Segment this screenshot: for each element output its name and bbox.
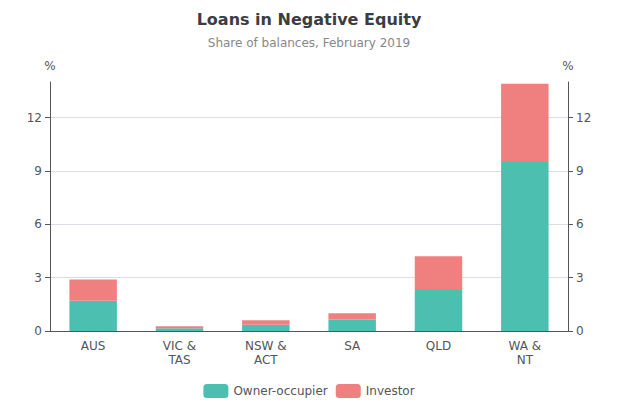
- svg-text:0: 0: [576, 324, 584, 338]
- svg-text:Loans in Negative Equity: Loans in Negative Equity: [197, 10, 422, 29]
- svg-text:3: 3: [34, 271, 42, 285]
- svg-text:3: 3: [576, 271, 584, 285]
- svg-text:VIC &: VIC &: [163, 339, 196, 353]
- svg-text:SA: SA: [344, 339, 361, 353]
- svg-text:NSW &: NSW &: [245, 339, 287, 353]
- svg-text:12: 12: [576, 111, 591, 125]
- svg-text:Owner-occupier: Owner-occupier: [233, 384, 327, 398]
- svg-text:9: 9: [576, 164, 584, 178]
- svg-text:%: %: [562, 59, 573, 73]
- svg-text:6: 6: [34, 217, 42, 231]
- svg-text:Investor: Investor: [366, 384, 415, 398]
- svg-text:NT: NT: [517, 353, 534, 367]
- svg-text:%: %: [44, 59, 55, 73]
- svg-text:12: 12: [27, 111, 42, 125]
- svg-text:ACT: ACT: [254, 353, 278, 367]
- svg-text:0: 0: [34, 324, 42, 338]
- svg-text:TAS: TAS: [167, 353, 190, 367]
- svg-text:6: 6: [576, 217, 584, 231]
- svg-text:Share of balances, February 20: Share of balances, February 2019: [208, 36, 410, 50]
- svg-text:WA &: WA &: [509, 339, 542, 353]
- svg-text:9: 9: [34, 164, 42, 178]
- svg-text:QLD: QLD: [426, 339, 451, 353]
- svg-text:AUS: AUS: [81, 339, 106, 353]
